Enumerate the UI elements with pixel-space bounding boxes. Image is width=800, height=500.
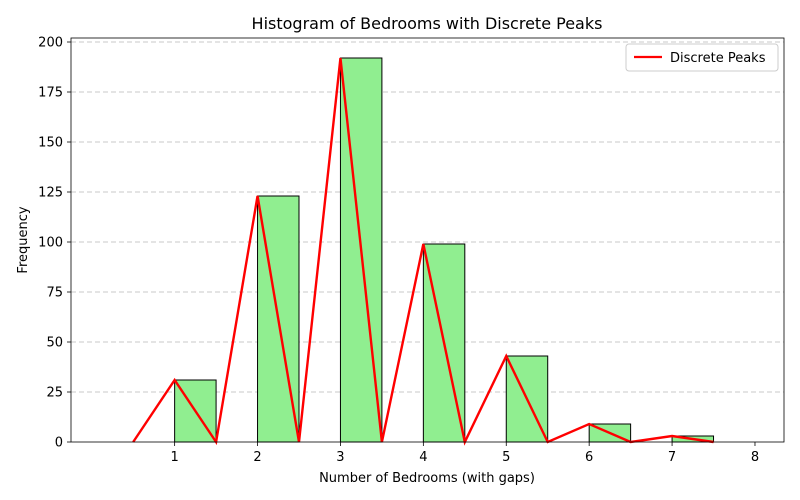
x-tick-label: 8	[751, 450, 759, 465]
y-tick-label: 175	[38, 86, 63, 101]
x-axis-label: Number of Bedrooms (with gaps)	[319, 471, 535, 486]
y-ticks: 0 25 50 75 100 125 150 175 200	[38, 36, 71, 451]
y-tick-label: 0	[55, 436, 63, 451]
plot-frame	[70, 37, 785, 443]
y-tick-label: 50	[46, 336, 63, 351]
x-tick-label: 6	[585, 450, 593, 465]
x-tick-label: 5	[502, 450, 510, 465]
y-tick-label: 150	[38, 136, 63, 151]
legend-box	[625, 43, 779, 72]
y-tick-label: 200	[38, 36, 63, 51]
chart-title: Histogram of Bedrooms with Discrete Peak…	[252, 14, 603, 33]
legend: Discrete Peaks	[625, 43, 779, 72]
bars	[174, 57, 715, 443]
x-tick-label: 4	[419, 450, 427, 465]
y-tick-label: 25	[46, 386, 63, 401]
y-tick-label: 75	[46, 286, 63, 301]
x-ticks: 1 2 3 4 5 6 7 8	[170, 442, 759, 465]
x-tick-label: 7	[668, 450, 676, 465]
x-tick-label: 2	[253, 450, 261, 465]
y-tick-label: 100	[38, 236, 63, 251]
y-tick-label: 125	[38, 186, 63, 201]
y-axis-label: Frequency	[16, 206, 31, 273]
x-tick-label: 3	[336, 450, 344, 465]
legend-label: Discrete Peaks	[670, 51, 766, 66]
x-tick-label: 1	[170, 450, 178, 465]
